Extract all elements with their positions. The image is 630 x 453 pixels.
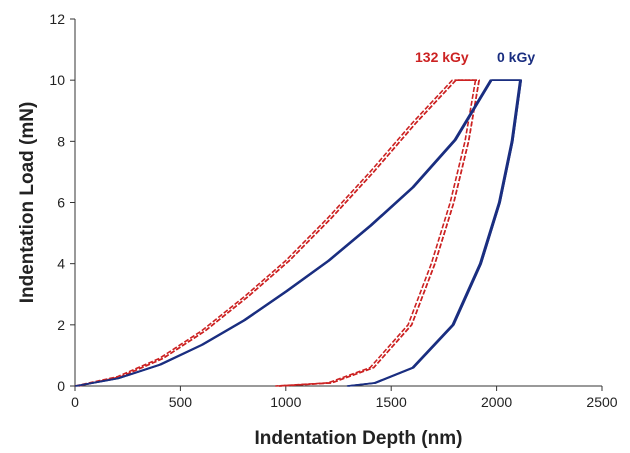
y-tick-label: 2 <box>57 317 65 333</box>
axis-ticks: 0 500 1000 1500 2000 2500 0 2 4 6 8 10 12 <box>49 11 617 410</box>
x-tick-label: 1000 <box>270 394 301 410</box>
x-tick-label: 1500 <box>376 394 407 410</box>
x-tick-label: 0 <box>71 394 79 410</box>
y-axis-title: Indentation Load (mN) <box>17 102 38 304</box>
y-tick-label: 10 <box>49 72 65 88</box>
y-tick-label: 12 <box>49 11 65 27</box>
x-tick-label: 2000 <box>481 394 512 410</box>
legend-label-132-kgy: 132 kGy <box>415 49 469 65</box>
series-line-132-kgy <box>78 79 480 387</box>
chart-axes <box>74 19 602 387</box>
plot-area-frame <box>75 19 602 386</box>
x-tick-label: 2500 <box>586 394 617 410</box>
y-tick-label: 8 <box>57 133 65 149</box>
y-tick-label: 4 <box>57 256 65 272</box>
chart-legend: 132 kGy 0 kGy <box>415 49 535 65</box>
x-tick-label: 500 <box>169 394 193 410</box>
series-line-132-kgy <box>74 79 477 387</box>
series-line-0-kgy <box>76 79 522 387</box>
series-line-0-kgy <box>76 79 522 387</box>
series-line-132-kgy <box>78 79 480 387</box>
series-line-0-kgy <box>74 79 521 387</box>
legend-label-0-kgy: 0 kGy <box>497 49 535 65</box>
y-tick-label: 6 <box>57 195 65 211</box>
chart-series <box>74 79 522 387</box>
x-axis-title: Indentation Depth (nm) <box>255 428 463 449</box>
y-tick-label: 0 <box>57 378 65 394</box>
